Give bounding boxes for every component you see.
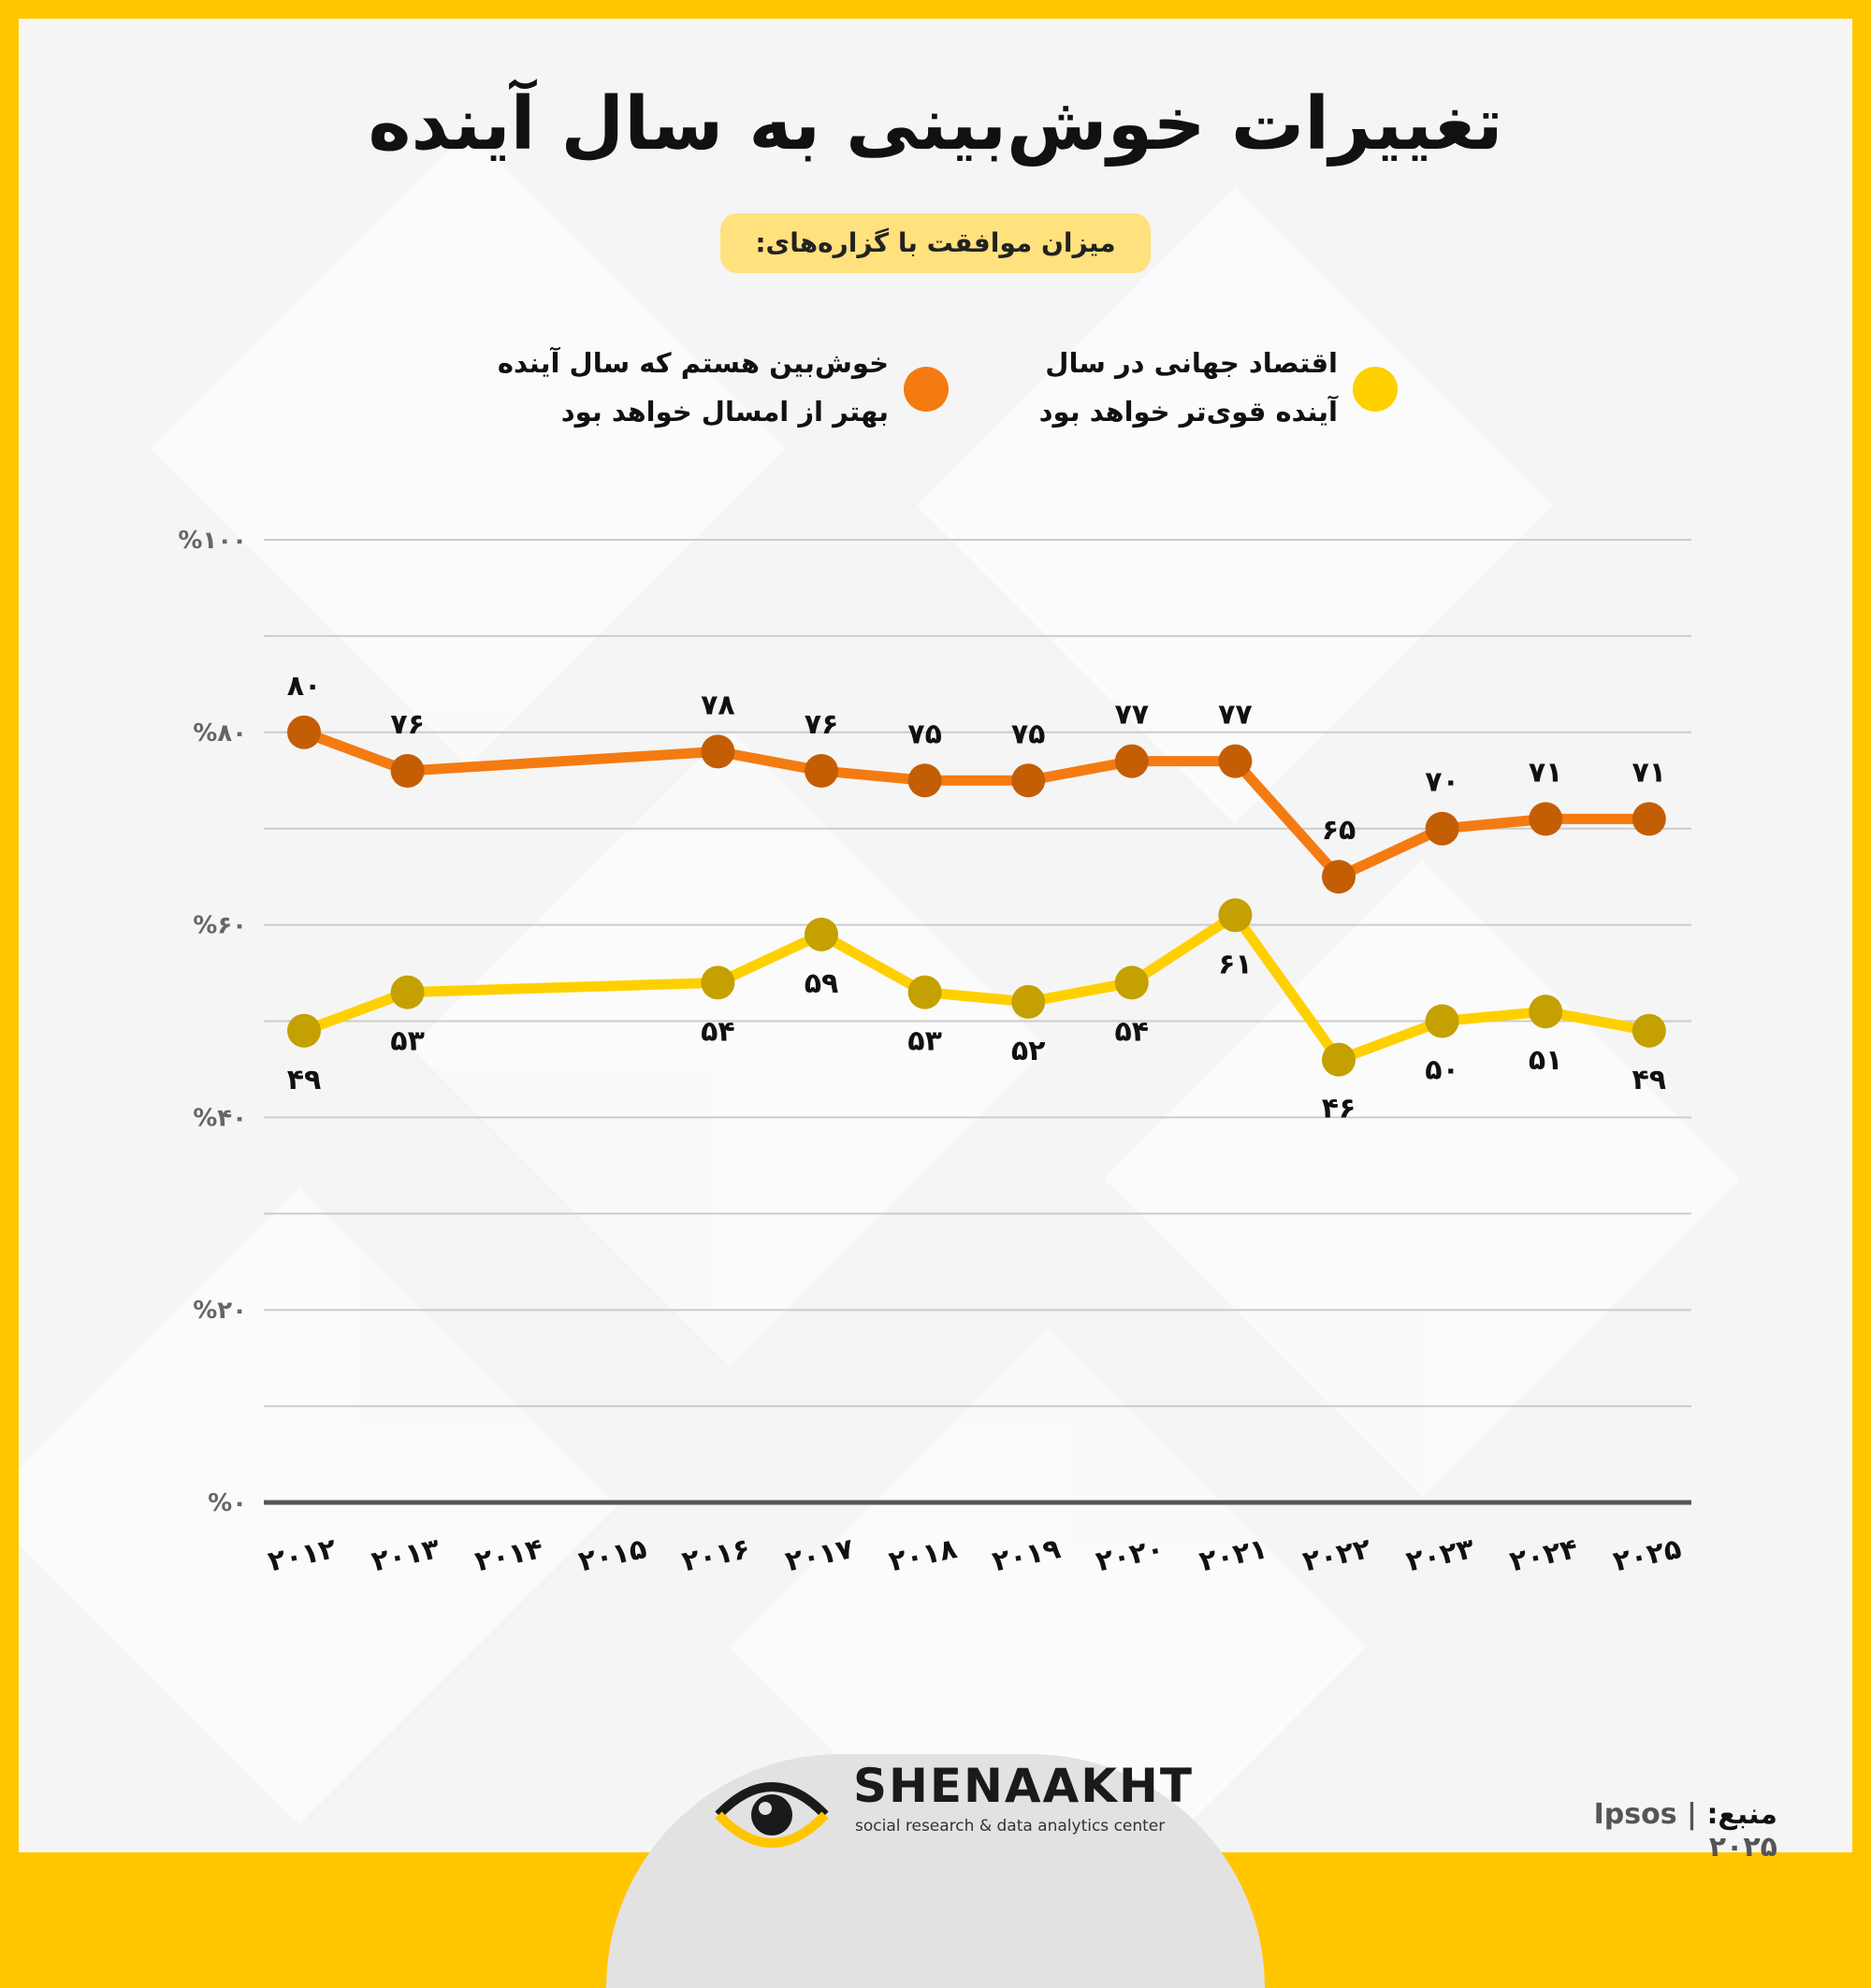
x-tick-label: ۲۰۲۱ bbox=[1197, 1532, 1270, 1578]
y-tick-label: %۸۰ bbox=[193, 719, 247, 747]
background-diamond-pattern bbox=[19, 131, 1740, 1852]
brand-tagline: social research & data analytics center bbox=[855, 1817, 1166, 1836]
data-point-marker bbox=[1529, 994, 1563, 1029]
data-label: ۵۳ bbox=[907, 1025, 942, 1058]
data-point-marker bbox=[1425, 811, 1459, 846]
data-point-marker bbox=[287, 715, 321, 749]
chart-title: تغییرات خوش‌بینی به سال آینده bbox=[368, 82, 1503, 167]
x-tick-label: ۲۰۱۸ bbox=[886, 1532, 960, 1578]
data-point-marker bbox=[1218, 744, 1253, 778]
y-tick-label: %۴۰ bbox=[193, 1104, 247, 1132]
legend-item-economy: اقتصاد جهانی در سال آینده قوی‌تر خواهد ب… bbox=[992, 339, 1338, 436]
x-tick-label: ۲۰۱۵ bbox=[575, 1532, 649, 1578]
data-label: ۵۰ bbox=[1425, 1054, 1459, 1087]
data-point-marker bbox=[805, 753, 838, 788]
data-point-marker bbox=[1011, 763, 1046, 798]
x-tick-label: ۲۰۱۲ bbox=[266, 1532, 340, 1578]
y-tick-label: %۱۰۰ bbox=[178, 527, 247, 555]
series-line-1 bbox=[298, 909, 1655, 1066]
x-tick-label: ۲۰۱۴ bbox=[472, 1532, 546, 1578]
grid-lines bbox=[264, 539, 1691, 1505]
data-point-marker bbox=[1632, 802, 1666, 836]
x-tick-label: ۲۰۲۴ bbox=[1507, 1532, 1581, 1578]
brand-name: SHENAAKHT bbox=[853, 1759, 1194, 1813]
x-tick-label: ۲۰۲۲ bbox=[1300, 1532, 1374, 1578]
data-label: ۷۵ bbox=[1011, 718, 1046, 750]
x-tick-label: ۲۰۱۹ bbox=[990, 1532, 1064, 1578]
data-label: ۶۵ bbox=[1322, 814, 1356, 847]
data-label: ۷۱ bbox=[1632, 756, 1666, 789]
x-tick-label: ۲۰۲۳ bbox=[1403, 1532, 1477, 1578]
eye-logo-icon bbox=[715, 1782, 829, 1848]
data-label: ۷۰ bbox=[1425, 766, 1459, 799]
data-label: ۵۳ bbox=[390, 1025, 425, 1058]
chart-subtitle-badge: میزان موافقت با گزاره‌های: bbox=[720, 213, 1151, 273]
data-point-marker bbox=[1218, 898, 1253, 933]
data-label: ۷۵ bbox=[907, 718, 942, 750]
data-label: ۵۴ bbox=[1114, 1015, 1149, 1048]
x-tick-label: ۲۰۲۵ bbox=[1610, 1532, 1684, 1578]
data-label: ۸۰ bbox=[287, 670, 322, 703]
data-point-marker bbox=[390, 753, 425, 788]
legend-economy-line2: آینده قوی‌تر خواهد بود bbox=[1038, 396, 1338, 428]
data-label: ۵۲ bbox=[1011, 1035, 1046, 1067]
data-label: ۴۹ bbox=[287, 1064, 322, 1096]
legend-personal-line1: خوش‌بین هستم که سال آینده bbox=[497, 347, 889, 379]
source-value: Ipsos | ۲۰۲۵ bbox=[1593, 1798, 1777, 1864]
series-line-0 bbox=[298, 727, 1655, 882]
data-label: ۵۹ bbox=[805, 967, 839, 1000]
x-axis-ticks: ۲۰۱۲ ۲۰۱۳ ۲۰۱۴ ۲۰۱۵ ۲۰۱۶ ۲۰۱۷ ۲۰۱۸ ۲۰۱۹ ۲۰۲۰ ۲۰۲۱… bbox=[266, 1532, 1685, 1578]
data-point-marker bbox=[1011, 984, 1046, 1019]
y-tick-label: %۲۰ bbox=[193, 1297, 247, 1325]
data-point-marker bbox=[701, 965, 735, 1000]
data-label: ۶۱ bbox=[1218, 948, 1253, 980]
source-prefix: منبع: bbox=[1706, 1798, 1777, 1831]
data-point-marker bbox=[1322, 860, 1356, 894]
y-tick-label: %۰ bbox=[208, 1489, 247, 1517]
x-tick-label: ۲۰۲۰ bbox=[1093, 1532, 1167, 1578]
data-label: ۴۶ bbox=[1322, 1093, 1356, 1125]
data-label: ۷۸ bbox=[701, 689, 735, 721]
data-label: ۷۷ bbox=[1218, 699, 1253, 732]
frame-top-notch bbox=[101, 19, 1807, 37]
data-point-marker bbox=[1322, 1042, 1356, 1077]
data-point-marker bbox=[1632, 1013, 1666, 1048]
x-tick-label: ۲۰۱۳ bbox=[369, 1532, 442, 1578]
data-point-marker bbox=[907, 763, 942, 798]
data-label: ۷۱ bbox=[1529, 756, 1563, 789]
data-point-marker bbox=[287, 1013, 321, 1048]
legend-item-personal: خوش‌بین هستم که سال آینده بهتر از امسال … bbox=[486, 339, 889, 436]
data-point-marker bbox=[1425, 1004, 1459, 1038]
data-point-marker bbox=[1114, 965, 1149, 1000]
infographic-page: تغییرات خوش‌بینی به سال آینده میزان مواف… bbox=[19, 19, 1852, 1988]
y-axis-ticks: %۰ %۲۰ %۴۰ %۶۰ %۸۰ %۱۰۰ bbox=[178, 527, 247, 1517]
data-label: ۷۶ bbox=[805, 708, 839, 741]
data-point-marker bbox=[1114, 744, 1149, 778]
data-label: ۵۴ bbox=[701, 1015, 735, 1048]
data-point-marker bbox=[1529, 802, 1563, 836]
legend-personal-line2: بهتر از امسال خواهد بود bbox=[560, 396, 889, 428]
data-point-marker bbox=[390, 975, 425, 1009]
data-point-marker bbox=[701, 734, 735, 769]
y-tick-label: %۶۰ bbox=[193, 912, 247, 940]
source-credit: منبع: Ipsos | ۲۰۲۵ bbox=[1516, 1798, 1777, 1864]
data-labels: ۸۰ ۷۶ ۷۸ ۷۶ ۷۵ ۷۵ ۷۷ ۷۷ ۶۵ ۷۰ ۷۱ ۷۱ ۴۹ ۵۳ ۵۴ ۵۹ ۵۳ ۵۲ ۵۴ ۶۱… bbox=[287, 670, 1666, 1125]
data-label: ۷۶ bbox=[390, 708, 425, 741]
x-tick-label: ۲۰۱۶ bbox=[679, 1532, 753, 1578]
legend-swatch-orange bbox=[904, 367, 949, 412]
legend-economy-line1: اقتصاد جهانی در سال bbox=[1045, 347, 1338, 379]
series-layer bbox=[287, 715, 1666, 1077]
data-label: ۵۱ bbox=[1529, 1044, 1563, 1077]
line-chart: %۰%۲۰%۴۰%۶۰%۸۰%۱۰۰ ۲۰۱۲ ۲۰۱۳ ۲۰۱۴ ۲۰۱۵ ۲۰۱۶ ۲… bbox=[178, 527, 1691, 1578]
data-label: ۷۷ bbox=[1114, 699, 1149, 732]
data-label: ۴۹ bbox=[1632, 1064, 1666, 1096]
data-point-marker bbox=[907, 975, 942, 1009]
data-point-marker bbox=[805, 917, 838, 951]
x-tick-label: ۲۰۱۷ bbox=[783, 1532, 857, 1578]
legend-swatch-yellow bbox=[1353, 367, 1398, 412]
